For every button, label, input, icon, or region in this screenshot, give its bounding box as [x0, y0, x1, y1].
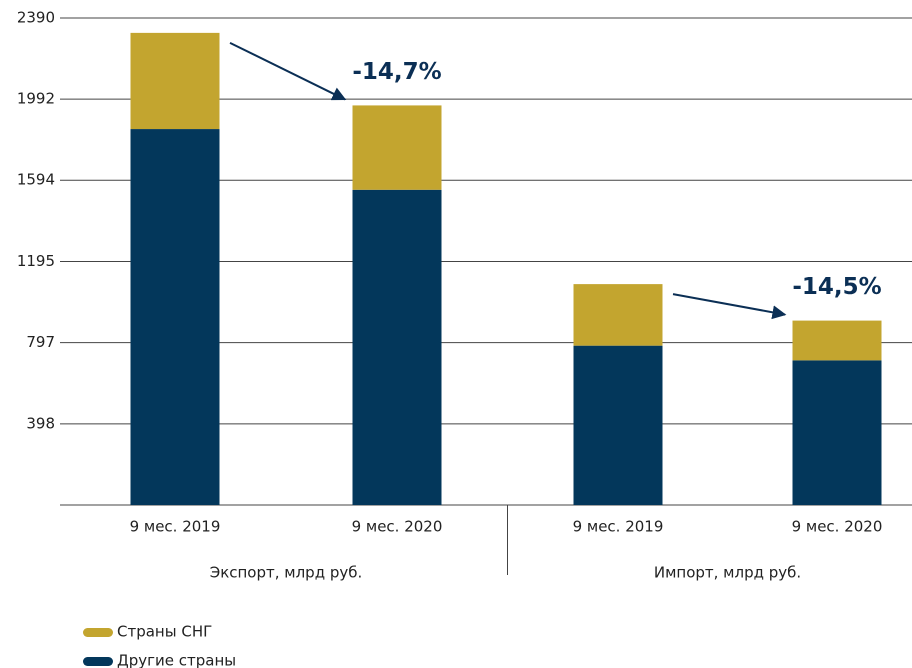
y-tick-label: 2390: [17, 9, 55, 27]
arrow: [672, 293, 787, 320]
bar-segment: [573, 345, 663, 505]
legend-label: Страны СНГ: [117, 623, 212, 641]
bar-segment: [352, 189, 442, 505]
annotation: -14,5%: [792, 274, 881, 300]
group-label: Экспорт, млрд руб.: [210, 564, 363, 582]
y-tick-label: 797: [26, 333, 55, 351]
bar-segment: [130, 32, 220, 130]
x-tick-label: 9 мес. 2019: [573, 518, 664, 536]
group-label: Импорт, млрд руб.: [654, 564, 801, 582]
x-tick-label: 9 мес. 2020: [792, 518, 883, 536]
bar-segment: [792, 360, 882, 505]
x-tick-label: 9 мес. 2019: [130, 518, 221, 536]
bar-segment: [573, 284, 663, 346]
y-tick-label: 1992: [17, 90, 55, 108]
y-tick-label: 1594: [17, 171, 55, 189]
y-tick-label: 1195: [17, 252, 55, 270]
y-tick-label: 398: [26, 414, 55, 432]
legend-swatch: [83, 628, 113, 637]
legend-label: Другие страны: [117, 652, 236, 668]
annotation: -14,7%: [352, 59, 441, 85]
bar-segment: [352, 105, 442, 190]
legend-swatch: [83, 657, 113, 666]
x-tick-label: 9 мес. 2020: [352, 518, 443, 536]
bar-segment: [792, 320, 882, 361]
bar-segment: [130, 129, 220, 505]
arrow: [229, 41, 347, 101]
